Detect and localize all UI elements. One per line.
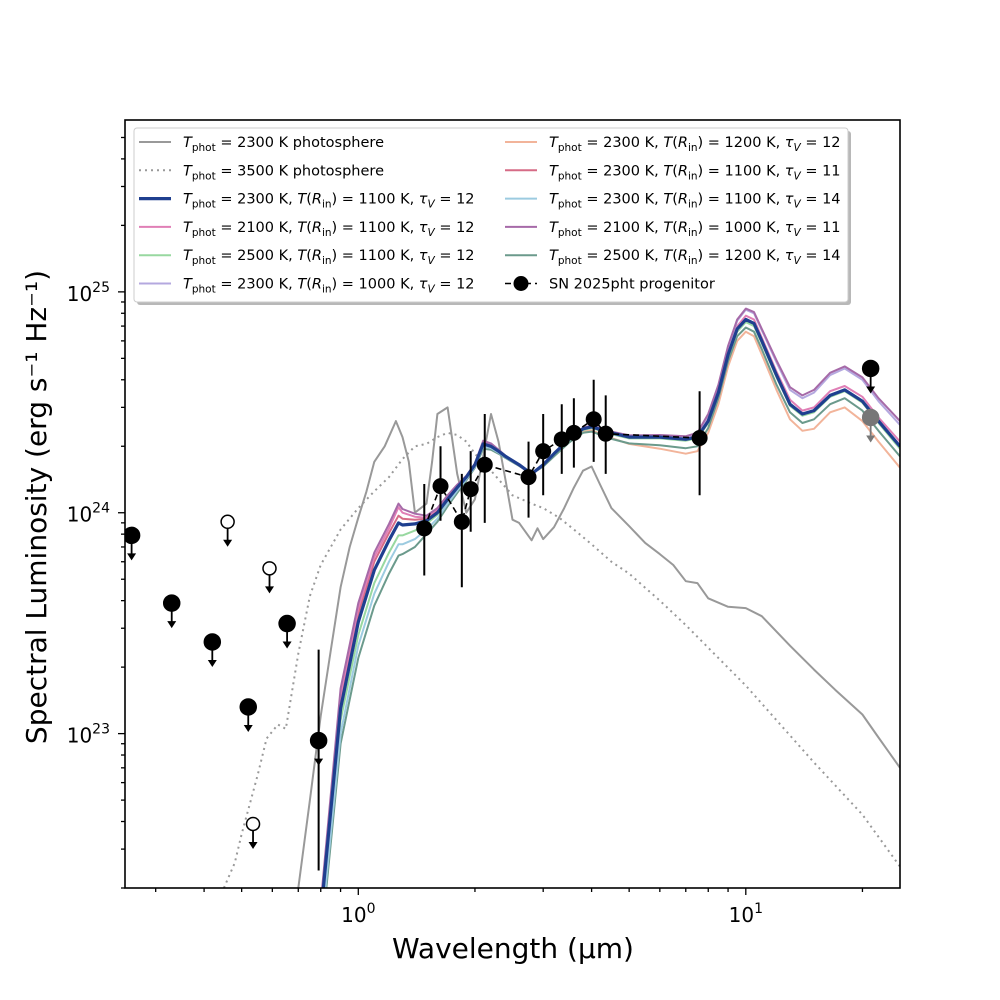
legend-marker-obs: [513, 276, 529, 291]
upper-limit-arrow-head: [866, 386, 876, 394]
y-tick-label: 1024: [67, 501, 110, 527]
upper-limit-arrow-head: [248, 841, 258, 849]
x-tick-label: 100: [341, 901, 375, 927]
observation-points: [125, 359, 880, 871]
upper-limit-arrow-head: [265, 586, 275, 594]
upper-limit-point: [861, 359, 880, 378]
upper-limit-arrow-head: [866, 435, 876, 443]
legend-label-m_2300_1100_14: Tphot = 2300 K, T(Rin) = 1100 K, τV = 14: [549, 192, 841, 211]
upper-limit-arrow-head: [207, 659, 217, 667]
legend-label-m_2300_1100_12: Tphot = 2300 K, T(Rin) = 1100 K, τV = 12: [183, 192, 475, 211]
x-axis-title: Wavelength (μm): [392, 932, 634, 965]
upper-limit-arrow-head: [167, 621, 177, 629]
upper-limit-arrow-head: [243, 724, 253, 732]
upper-limit-open-point: [220, 514, 235, 530]
legend: Tphot = 2300 K photosphere Tphot = 3500 K…: [133, 127, 851, 305]
legend-label-m_2300_1200_12: Tphot = 2300 K, T(Rin) = 1200 K, τV = 12: [549, 135, 841, 154]
y-tick-label: 1025: [67, 280, 110, 306]
y-tick-label: 1023: [67, 722, 110, 748]
legend-label-obs: SN 2025pht progenitor: [549, 277, 715, 293]
upper-limit-point: [309, 731, 328, 750]
upper-limit-arrow-head: [223, 539, 233, 547]
upper-limit-point: [125, 526, 141, 545]
legend-label-m_2500_1200_14: Tphot = 2500 K, T(Rin) = 1200 K, τV = 14: [549, 248, 841, 267]
upper-limit-open-point: [245, 816, 261, 832]
upper-limit-point: [203, 633, 222, 651]
upper-limit-arrow-head: [314, 758, 324, 766]
tick-labels: 100 101 1023 1024 1025: [67, 280, 763, 927]
upper-limit-point: [278, 614, 296, 633]
obs-point: [432, 478, 449, 495]
upper-limit-open-point: [262, 561, 277, 576]
legend-label-m_2100_1000_11: Tphot = 2100 K, T(Rin) = 1000 K, τV = 11: [549, 220, 841, 239]
legend-label-m_2100_1100_12: Tphot = 2100 K, T(Rin) = 1100 K, τV = 12: [183, 220, 475, 239]
obs-point: [565, 424, 582, 441]
upper-limit-point: [861, 408, 880, 427]
upper-limit-point: [162, 594, 181, 612]
axes-frame: [124, 119, 901, 889]
legend-box: [133, 127, 849, 303]
upper-limit-arrow-head: [127, 553, 137, 561]
upper-limit-point: [239, 698, 257, 716]
obs-point: [535, 443, 552, 460]
obs-point: [553, 431, 570, 448]
obs-point: [476, 456, 493, 473]
legend-label-m_2300_1000_12: Tphot = 2300 K, T(Rin) = 1000 K, τV = 12: [183, 277, 475, 296]
obs-point: [520, 469, 537, 486]
plot-area: [125, 307, 900, 888]
legend-label-bb3500: Tphot = 3500 K photosphere: [183, 163, 384, 182]
obs-point: [453, 513, 470, 530]
obs-point: [462, 481, 479, 498]
upper-limit-arrow-head: [282, 641, 292, 649]
obs-point: [597, 425, 614, 442]
series-line-bb2300: [297, 406, 900, 888]
obs-point: [585, 411, 602, 428]
y-axis-title: Spectral Luminosity (erg s⁻¹ Hz⁻¹): [20, 270, 53, 744]
x-tick-label: 101: [729, 901, 763, 927]
legend-label-m_2500_1100_12: Tphot = 2500 K, T(Rin) = 1100 K, τV = 12: [183, 248, 475, 267]
obs-point: [416, 520, 433, 537]
obs-point: [691, 429, 708, 446]
legend-label-m_2300_1100_11: Tphot = 2300 K, T(Rin) = 1100 K, τV = 11: [549, 163, 841, 182]
legend-label-bb2300: Tphot = 2300 K photosphere: [183, 135, 384, 154]
